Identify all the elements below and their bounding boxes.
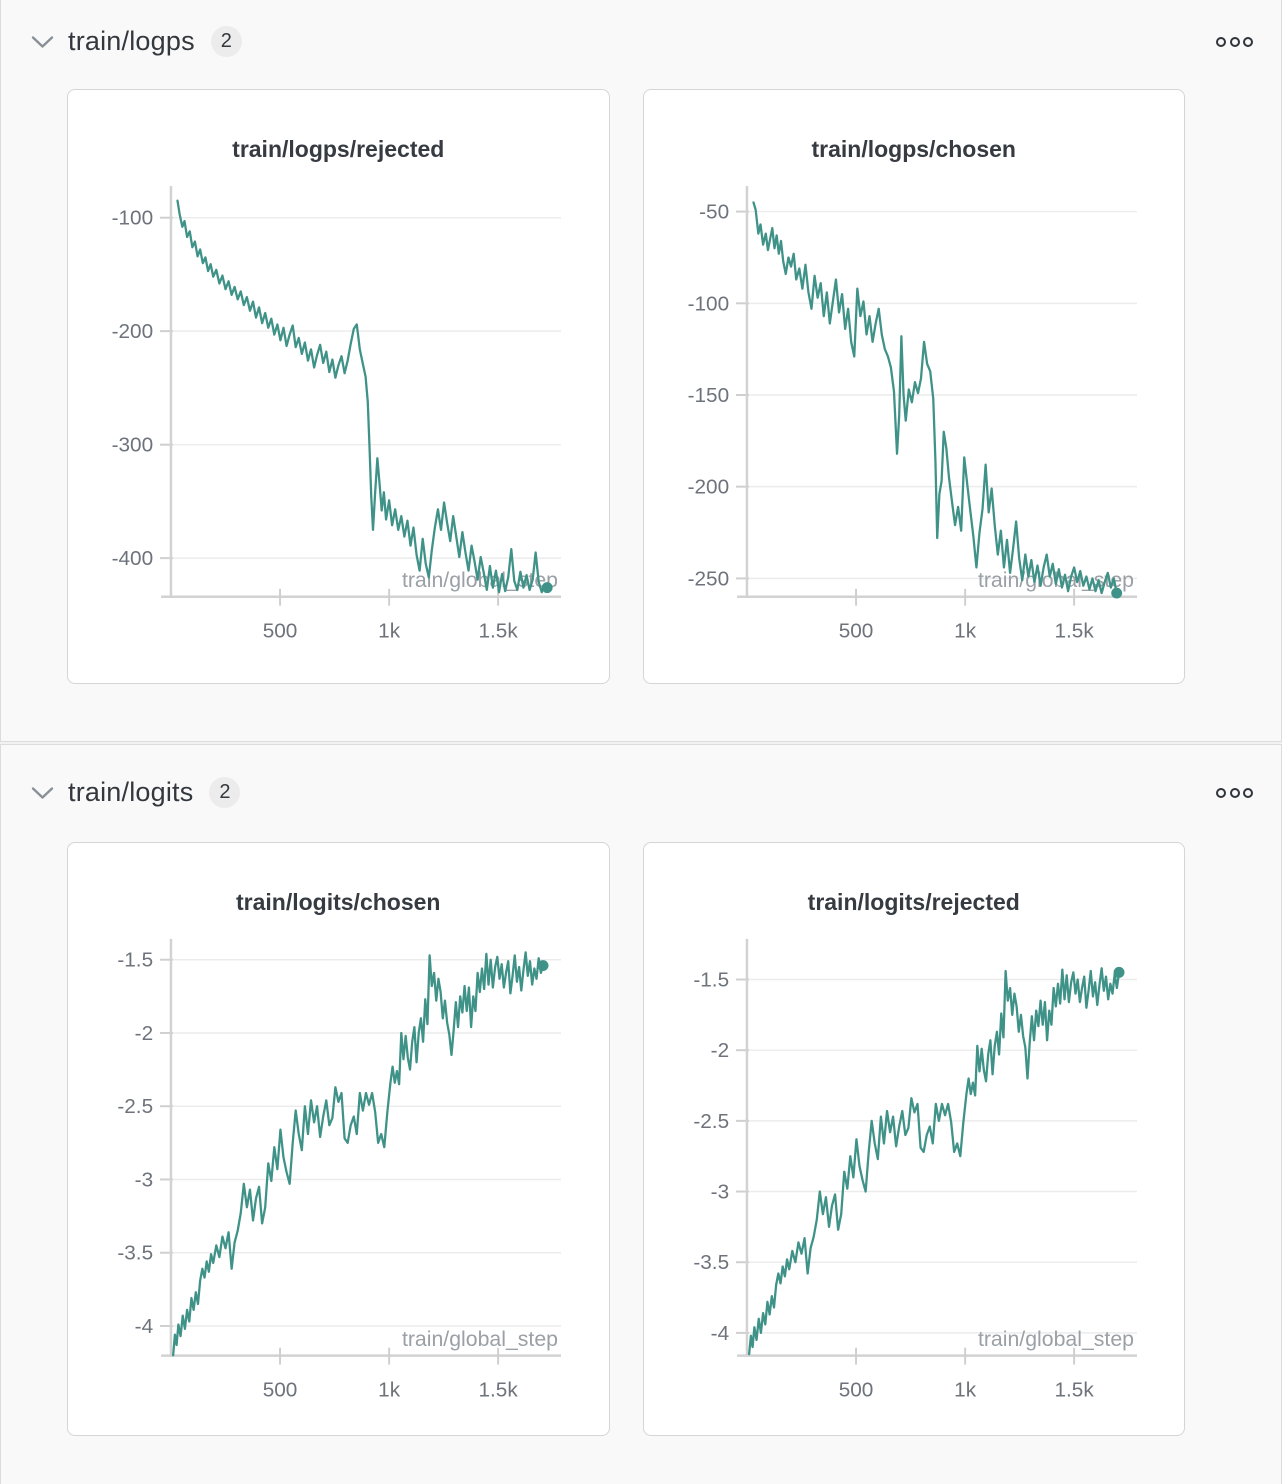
- line-chart-logits-rejected[interactable]: -1.5 -2 -2.5 -3 -3.5 -4 500 1k 1.5k train/global_…: [644, 931, 1185, 1431]
- svg-text:-3.5: -3.5: [117, 1242, 153, 1265]
- panel-section-train-logits: train/logits 2 train/logits/chosen -1.5-…: [0, 744, 1282, 1484]
- svg-text:train/global_step: train/global_step: [402, 1327, 558, 1351]
- svg-text:-4: -4: [135, 1315, 153, 1338]
- chart-title: train/logits/rejected: [807, 889, 1020, 915]
- svg-text:1.5k: 1.5k: [1054, 1378, 1094, 1401]
- svg-text:1.5k: 1.5k: [478, 619, 518, 642]
- chevron-down-icon[interactable]: [31, 35, 54, 49]
- svg-text:500: 500: [263, 619, 298, 642]
- svg-text:-2.5: -2.5: [117, 1095, 153, 1118]
- chart-title: train/logits/chosen: [236, 889, 441, 915]
- svg-text:-200: -200: [112, 320, 154, 343]
- section-title: train/logits: [68, 777, 194, 807]
- section-title: train/logps: [68, 26, 195, 56]
- svg-text:-250: -250: [687, 567, 729, 590]
- svg-text:-3: -3: [710, 1180, 728, 1203]
- svg-text:1.5k: 1.5k: [478, 1378, 518, 1401]
- section-header: train/logits 2: [1, 745, 1281, 808]
- line-chart-logits-chosen[interactable]: -1.5 -2 -2.5 -3 -3.5 -4 500 1k 1.5k train/global_…: [68, 931, 609, 1431]
- svg-text:1k: 1k: [954, 1378, 977, 1401]
- panel-count-badge: 2: [210, 26, 242, 57]
- svg-text:1k: 1k: [378, 1378, 401, 1401]
- more-options-icon[interactable]: [1205, 33, 1262, 51]
- svg-text:-3: -3: [135, 1168, 153, 1191]
- svg-text:-1.5: -1.5: [693, 968, 729, 991]
- chart-panel-logits-chosen[interactable]: train/logits/chosen -1.5 -2 -2.5 -3 -3.5 -4 50…: [67, 842, 610, 1436]
- svg-text:500: 500: [263, 1378, 298, 1401]
- chart-title: train/logps/chosen: [811, 136, 1016, 162]
- svg-text:-100: -100: [112, 207, 154, 230]
- svg-text:-2: -2: [710, 1039, 728, 1062]
- chart-panel-logps-rejected[interactable]: train/logps/rejected -100 -200 -300 -400 500…: [67, 89, 610, 684]
- svg-text:-2: -2: [135, 1022, 153, 1045]
- svg-text:500: 500: [838, 619, 873, 642]
- svg-text:-4: -4: [710, 1322, 728, 1345]
- svg-text:train/global_step: train/global_step: [977, 1327, 1133, 1351]
- svg-text:1.5k: 1.5k: [1054, 619, 1094, 642]
- svg-text:-100: -100: [687, 292, 729, 315]
- svg-text:-200: -200: [687, 476, 729, 499]
- panel-count-badge: 2: [209, 777, 241, 808]
- svg-text:500: 500: [838, 1378, 873, 1401]
- chart-panel-logits-rejected[interactable]: train/logits/rejected -1.5 -2 -2.5 -3 -3.5 -4…: [642, 842, 1185, 1436]
- panel-section-train-logps: train/logps 2 train/logps/rejected -100 -…: [0, 0, 1282, 742]
- svg-text:-2.5: -2.5: [693, 1110, 729, 1133]
- svg-text:1k: 1k: [954, 619, 977, 642]
- chart-title: train/logps/rejected: [232, 136, 445, 162]
- svg-text:-50: -50: [699, 200, 729, 223]
- svg-text:-400: -400: [112, 547, 154, 570]
- svg-text:-300: -300: [112, 434, 154, 457]
- svg-text:1k: 1k: [378, 619, 401, 642]
- chart-card-row: train/logits/chosen -1.5 -2 -2.5 -3 -3.5 -4 50…: [67, 842, 1185, 1436]
- chart-card-row: train/logps/rejected -100 -200 -300 -400 500…: [67, 89, 1185, 684]
- section-header: train/logps 2: [1, 0, 1281, 57]
- svg-text:-1.5: -1.5: [117, 949, 153, 972]
- more-options-icon[interactable]: [1205, 784, 1262, 802]
- chevron-down-icon[interactable]: [31, 786, 54, 800]
- svg-text:-150: -150: [687, 384, 729, 407]
- chart-panel-logps-chosen[interactable]: train/logps/chosen -50 -100 -150 -200 -250 50…: [642, 89, 1185, 684]
- svg-text:-3.5: -3.5: [693, 1251, 729, 1274]
